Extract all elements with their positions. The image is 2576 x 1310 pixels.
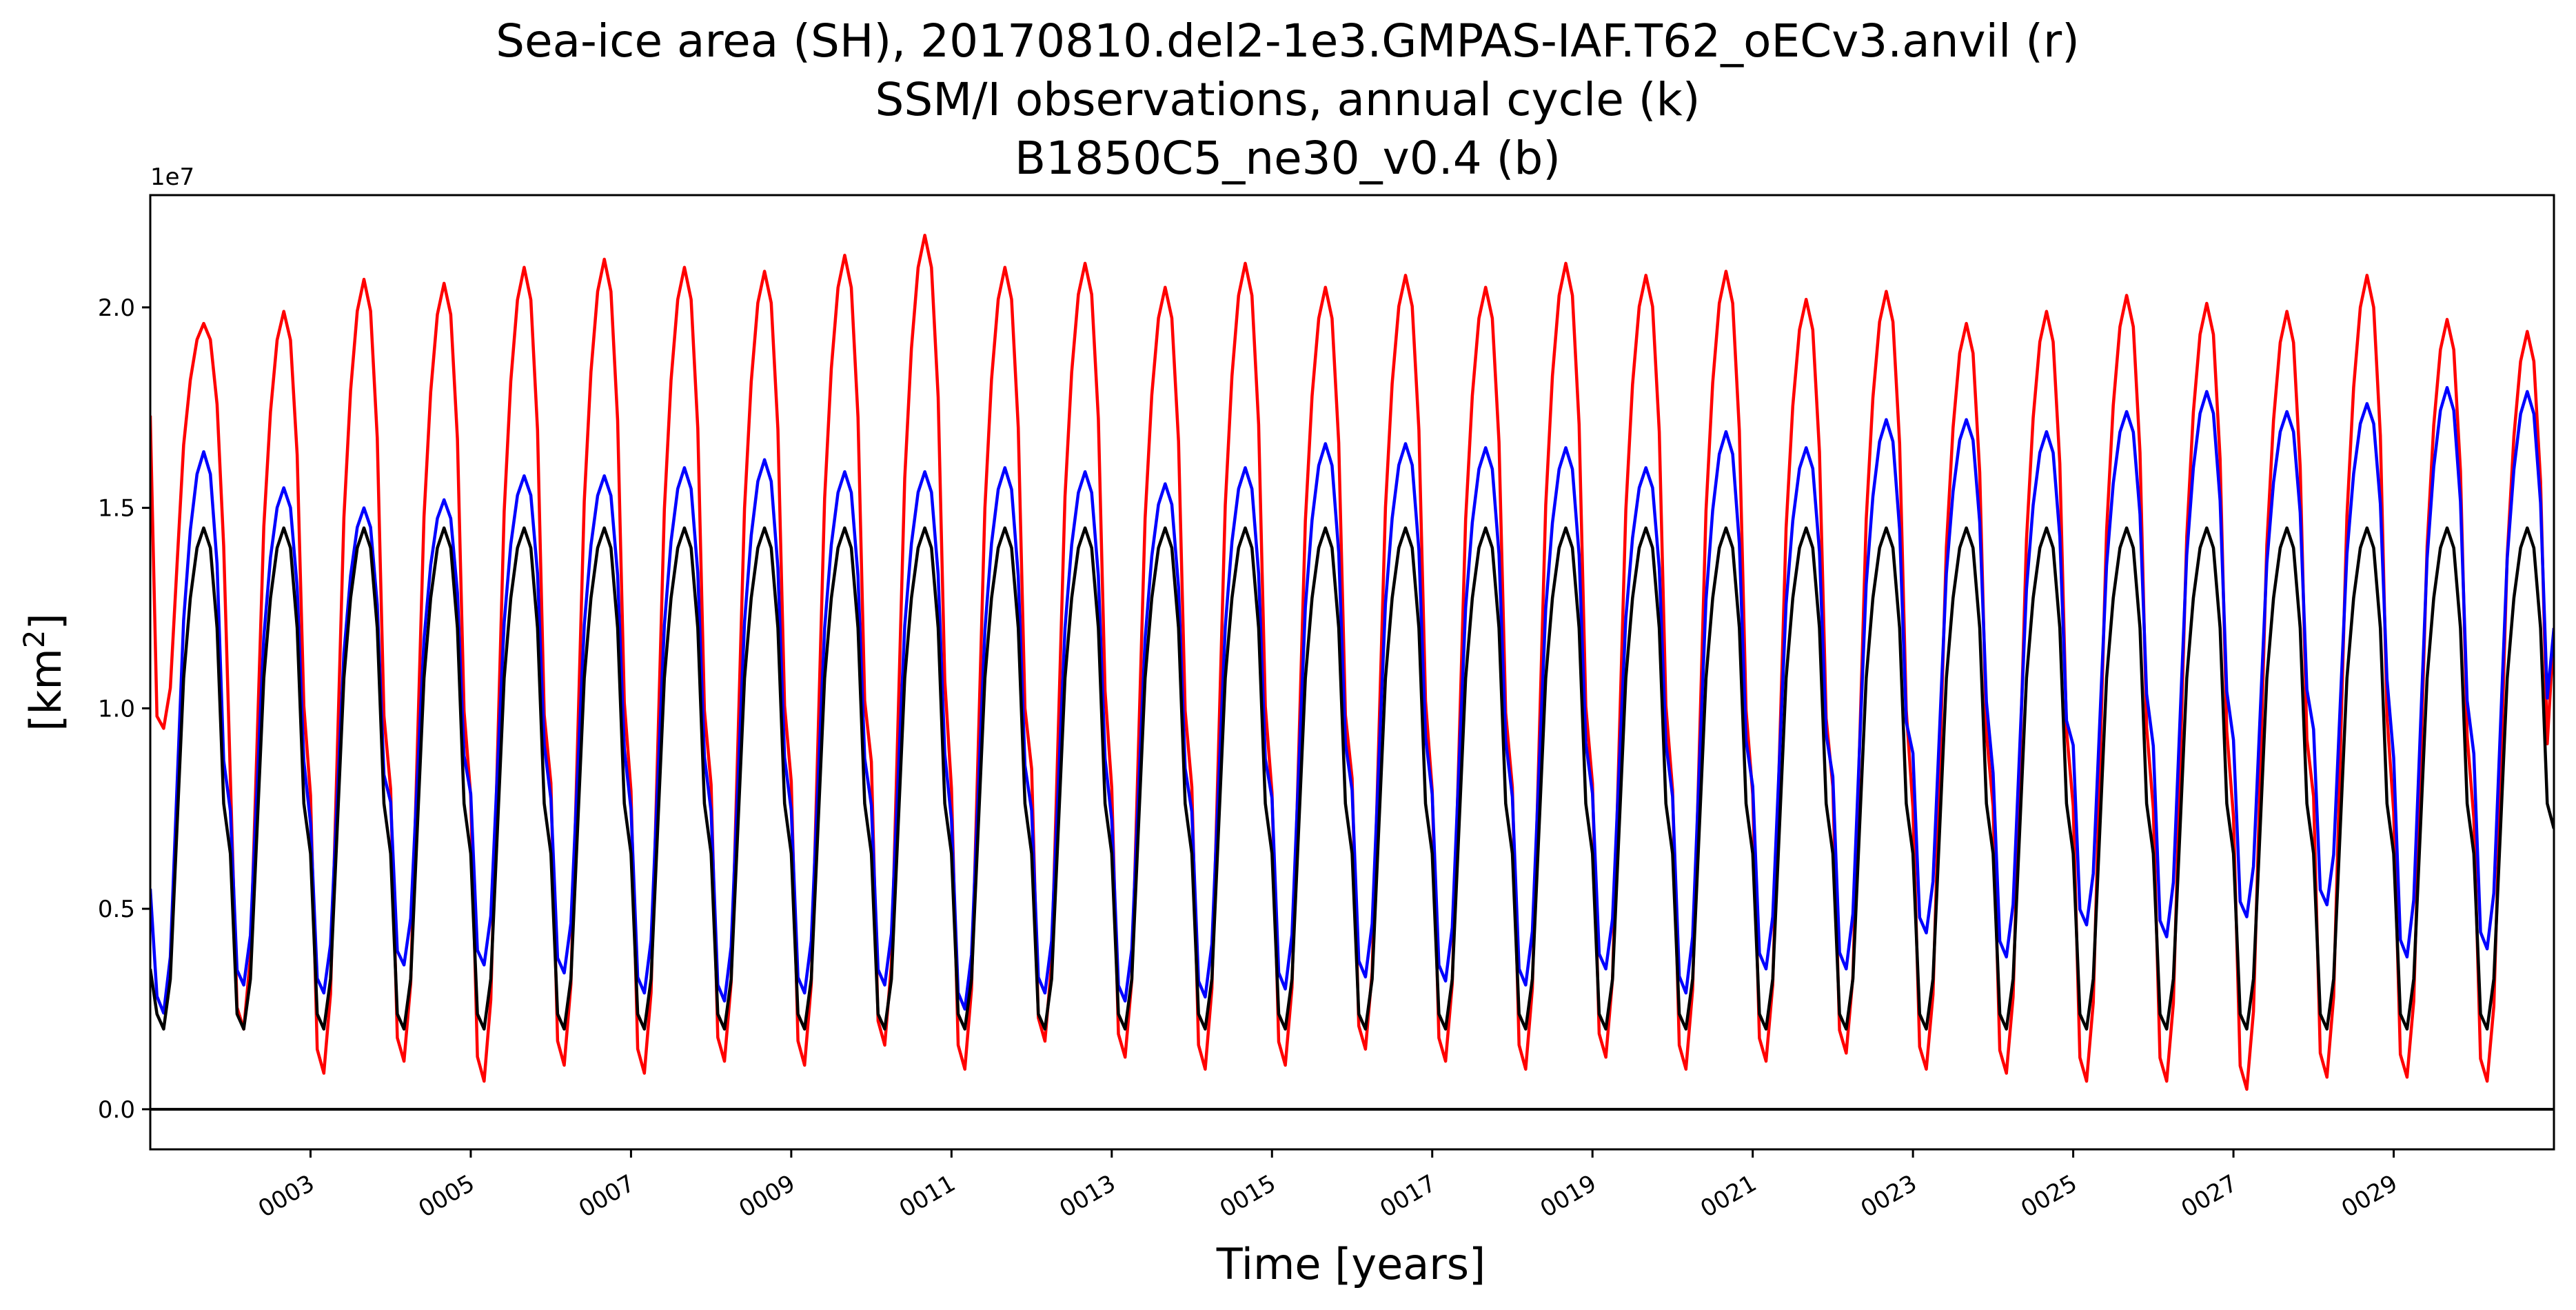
y-axis-label-sup: 2 [17,629,51,648]
series-lines [150,233,2554,1091]
chart-title-line-3: B1850C5_ne30_v0.4 (b) [1015,132,1561,185]
chart-title: Sea-ice area (SH), 20170810.del2-1e3.GMP… [496,14,2080,185]
x-tick-label: 0003 [254,1169,319,1223]
series-line-b [150,385,2554,1015]
chart-title-line-1: Sea-ice area (SH), 20170810.del2-1e3.GMP… [496,14,2080,68]
x-tick-label: 0029 [2337,1169,2402,1223]
y-axis-label: [km2] [17,613,71,731]
x-tick-label: 0021 [1696,1169,1761,1223]
y-tick-label: 1.0 [98,695,135,723]
y-offset-text: 1e7 [150,163,194,191]
x-tick-label: 0025 [2016,1169,2082,1223]
chart-title-line-2: SSM/I observations, annual cycle (k) [875,73,1700,126]
x-axis-label: Time [years] [1216,1239,1485,1289]
x-tick-label: 0027 [2177,1169,2242,1223]
x-axis: 0003 0005 0007 0009 0011 0013 0015 0017 0019 0021… [254,1149,2402,1223]
plot-frame [149,194,2555,1151]
y-tick-label: 0.0 [98,1096,135,1124]
y-tick-label: 0.5 [98,896,135,923]
y-axis-label-end: ] [21,613,71,629]
y-axis: 0.0 0.5 1.0 1.5 2.0 [98,294,150,1124]
x-tick-label: 0005 [414,1169,479,1223]
x-tick-label: 0007 [574,1169,640,1223]
series-line-r [150,233,2554,1091]
x-tick-label: 0015 [1215,1169,1281,1223]
x-tick-label: 0017 [1375,1169,1441,1223]
series-line-k [150,526,2554,1031]
y-axis-label-base: [km [21,648,71,732]
x-tick-label: 0009 [734,1169,800,1223]
x-tick-label: 0023 [1856,1169,1922,1223]
x-tick-label: 0013 [1055,1169,1120,1223]
y-tick-label: 2.0 [98,294,135,322]
x-tick-label: 0011 [895,1169,960,1223]
x-tick-label: 0019 [1536,1169,1601,1223]
y-tick-label: 1.5 [98,495,135,523]
